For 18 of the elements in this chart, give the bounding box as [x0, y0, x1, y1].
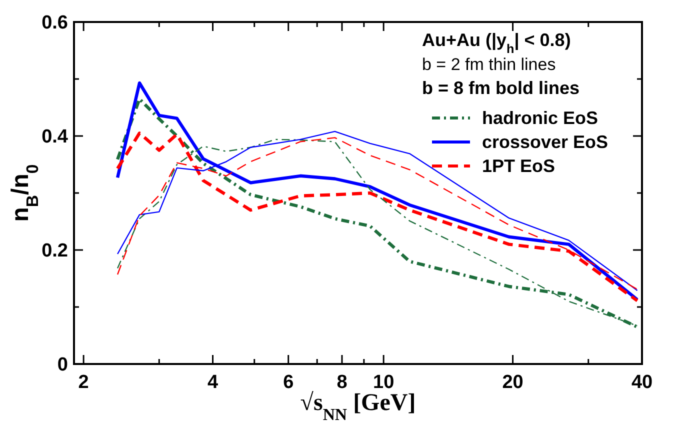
y-tick-label: 0.2	[42, 240, 68, 262]
legend-label: crossover EoS	[482, 132, 608, 152]
x-tick-label: 8	[336, 372, 348, 393]
annotation: Au+Au (|y$_{h}$| < 0.8)	[422, 30, 571, 56]
x-tick-label: 6	[283, 372, 294, 393]
x-tick-label: 4	[207, 372, 218, 393]
x-tick-label: 2	[78, 372, 89, 393]
y-tick-label: 0.4	[42, 126, 68, 148]
annotation: b = 8 fm bold lines	[422, 78, 580, 98]
legend-label: 1PT EoS	[482, 156, 556, 176]
x-tick-label: 40	[631, 372, 653, 393]
x-axis-title: √s$_{NN}$ [GeV]	[300, 390, 416, 424]
x-tick-label: 20	[502, 372, 524, 393]
y-tick-label: 0	[57, 354, 68, 376]
annotation: b = 2 fm thin lines	[422, 55, 556, 74]
y-tick-label: 0.6	[42, 12, 68, 34]
x-tick-label: 10	[373, 372, 394, 393]
legend-label: hadronic EoS	[482, 108, 598, 128]
